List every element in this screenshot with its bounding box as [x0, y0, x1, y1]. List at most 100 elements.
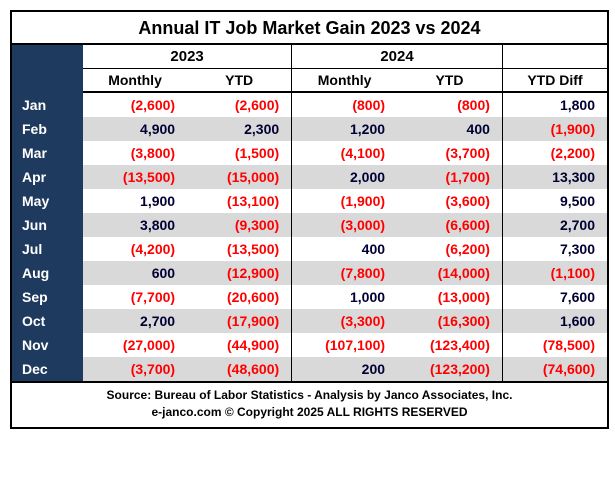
cell-ytd-2024: (6,200)	[397, 237, 502, 261]
cell-monthly-2023: (4,200)	[83, 237, 187, 261]
diff-header-spacer	[502, 45, 607, 69]
table-row: Feb4,9002,3001,200400(1,900)	[12, 117, 607, 141]
cell-ytd-2024: (6,600)	[397, 213, 502, 237]
col-ytd-2023: YTD	[187, 69, 292, 93]
cell-ytd-2024: (123,400)	[397, 333, 502, 357]
cell-ytd-diff: 13,300	[502, 165, 607, 189]
cell-ytd-diff: (1,900)	[502, 117, 607, 141]
table-container: Annual IT Job Market Gain 2023 vs 2024 2…	[10, 10, 609, 429]
cell-ytd-2023: (17,900)	[187, 309, 292, 333]
header-row-years: 2023 2024	[12, 45, 607, 69]
cell-ytd-diff: (74,600)	[502, 357, 607, 381]
header-row-cols: Monthly YTD Monthly YTD YTD Diff	[12, 69, 607, 93]
col-ytd-diff: YTD Diff	[502, 69, 607, 93]
cell-monthly-2024: (800)	[292, 92, 397, 117]
cell-monthly-2024: 1,200	[292, 117, 397, 141]
table-row: Jan(2,600)(2,600)(800)(800)1,800	[12, 92, 607, 117]
month-label: Jan	[12, 92, 83, 117]
cell-ytd-diff: 9,500	[502, 189, 607, 213]
cell-monthly-2024: (107,100)	[292, 333, 397, 357]
cell-ytd-2023: (2,600)	[187, 92, 292, 117]
month-label: May	[12, 189, 83, 213]
cell-monthly-2023: 2,700	[83, 309, 187, 333]
cell-ytd-2023: (44,900)	[187, 333, 292, 357]
cell-ytd-2024: (14,000)	[397, 261, 502, 285]
cell-monthly-2023: 3,800	[83, 213, 187, 237]
cell-monthly-2023: (2,600)	[83, 92, 187, 117]
table-row: Apr(13,500)(15,000)2,000(1,700)13,300	[12, 165, 607, 189]
table-row: Aug600(12,900)(7,800)(14,000)(1,100)	[12, 261, 607, 285]
cell-ytd-2023: 2,300	[187, 117, 292, 141]
cell-ytd-2023: (1,500)	[187, 141, 292, 165]
table-row: Sep(7,700)(20,600)1,000(13,000)7,600	[12, 285, 607, 309]
footer-copyright: e-janco.com © Copyright 2025 ALL RIGHTS …	[12, 404, 607, 421]
cell-ytd-2023: (12,900)	[187, 261, 292, 285]
table-body: Jan(2,600)(2,600)(800)(800)1,800Feb4,900…	[12, 92, 607, 381]
table-row: Nov(27,000)(44,900)(107,100)(123,400)(78…	[12, 333, 607, 357]
month-label: Aug	[12, 261, 83, 285]
cell-monthly-2024: (3,300)	[292, 309, 397, 333]
month-label: Nov	[12, 333, 83, 357]
cell-monthly-2023: (3,800)	[83, 141, 187, 165]
year-2023-header: 2023	[83, 45, 292, 69]
cell-ytd-2024: (1,700)	[397, 165, 502, 189]
month-label: Jul	[12, 237, 83, 261]
cell-monthly-2024: 400	[292, 237, 397, 261]
col-monthly-2024: Monthly	[292, 69, 397, 93]
table-row: Oct2,700(17,900)(3,300)(16,300)1,600	[12, 309, 607, 333]
table-row: Dec(3,700)(48,600)200(123,200)(74,600)	[12, 357, 607, 381]
header-spacer	[12, 45, 83, 69]
month-label: Oct	[12, 309, 83, 333]
cell-monthly-2023: 1,900	[83, 189, 187, 213]
cell-ytd-2024: (3,700)	[397, 141, 502, 165]
cell-ytd-2024: (16,300)	[397, 309, 502, 333]
cell-monthly-2024: (1,900)	[292, 189, 397, 213]
cell-ytd-2024: (13,000)	[397, 285, 502, 309]
cell-monthly-2024: (3,000)	[292, 213, 397, 237]
cell-monthly-2024: 1,000	[292, 285, 397, 309]
header-spacer-2	[12, 69, 83, 93]
cell-monthly-2023: 4,900	[83, 117, 187, 141]
col-ytd-2024: YTD	[397, 69, 502, 93]
cell-monthly-2024: (7,800)	[292, 261, 397, 285]
cell-ytd-2023: (48,600)	[187, 357, 292, 381]
cell-monthly-2023: (3,700)	[83, 357, 187, 381]
month-label: Jun	[12, 213, 83, 237]
cell-ytd-2024: (800)	[397, 92, 502, 117]
table-row: Jul(4,200)(13,500)400(6,200)7,300	[12, 237, 607, 261]
year-2024-header: 2024	[292, 45, 503, 69]
cell-ytd-diff: 1,600	[502, 309, 607, 333]
chart-title: Annual IT Job Market Gain 2023 vs 2024	[12, 12, 607, 45]
cell-ytd-2024: 400	[397, 117, 502, 141]
cell-monthly-2023: 600	[83, 261, 187, 285]
cell-ytd-2023: (20,600)	[187, 285, 292, 309]
cell-monthly-2023: (7,700)	[83, 285, 187, 309]
month-label: Dec	[12, 357, 83, 381]
cell-monthly-2023: (27,000)	[83, 333, 187, 357]
cell-ytd-2023: (9,300)	[187, 213, 292, 237]
footer-source: Source: Bureau of Labor Statistics - Ana…	[12, 387, 607, 404]
month-label: Feb	[12, 117, 83, 141]
cell-ytd-diff: 2,700	[502, 213, 607, 237]
cell-ytd-diff: 1,800	[502, 92, 607, 117]
cell-monthly-2024: 200	[292, 357, 397, 381]
cell-ytd-2024: (123,200)	[397, 357, 502, 381]
table-row: Jun3,800(9,300)(3,000)(6,600)2,700	[12, 213, 607, 237]
table-row: Mar(3,800)(1,500)(4,100)(3,700)(2,200)	[12, 141, 607, 165]
cell-ytd-2023: (15,000)	[187, 165, 292, 189]
cell-ytd-2023: (13,500)	[187, 237, 292, 261]
cell-ytd-2023: (13,100)	[187, 189, 292, 213]
cell-ytd-diff: (78,500)	[502, 333, 607, 357]
cell-ytd-diff: 7,600	[502, 285, 607, 309]
month-label: Apr	[12, 165, 83, 189]
cell-monthly-2024: (4,100)	[292, 141, 397, 165]
cell-monthly-2023: (13,500)	[83, 165, 187, 189]
cell-monthly-2024: 2,000	[292, 165, 397, 189]
month-label: Sep	[12, 285, 83, 309]
month-label: Mar	[12, 141, 83, 165]
cell-ytd-diff: 7,300	[502, 237, 607, 261]
cell-ytd-2024: (3,600)	[397, 189, 502, 213]
data-table: 2023 2024 Monthly YTD Monthly YTD YTD Di…	[12, 45, 607, 381]
cell-ytd-diff: (2,200)	[502, 141, 607, 165]
table-row: May1,900(13,100)(1,900)(3,600)9,500	[12, 189, 607, 213]
